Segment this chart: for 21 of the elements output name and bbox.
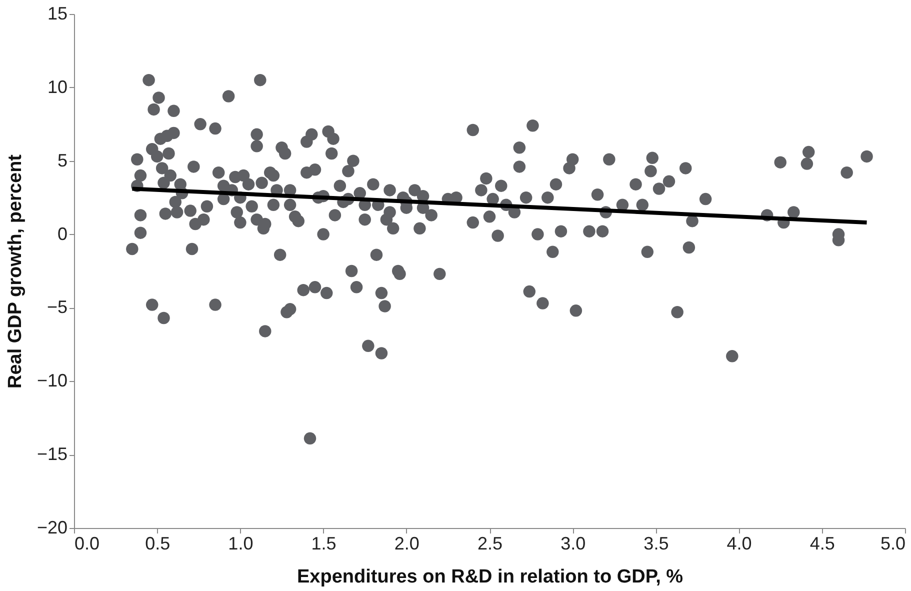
- y-tick-label: −10: [36, 370, 68, 391]
- y-tick-label: −5: [46, 297, 68, 318]
- x-tick-label: 2.5: [477, 534, 503, 554]
- x-tick-label: 5.0: [880, 534, 906, 554]
- y-tick-label: 0: [57, 224, 68, 244]
- y-tick-label: 15: [47, 4, 68, 24]
- x-tick-label: 4.5: [810, 534, 835, 554]
- x-tick-label: 0.5: [145, 534, 170, 554]
- x-tick-label: 1.0: [228, 534, 254, 554]
- x-tick-label: 2.0: [394, 534, 420, 554]
- y-tick-label: −20: [36, 518, 68, 538]
- y-tick-label: 5: [57, 150, 68, 170]
- x-tick-label: 0.0: [74, 534, 100, 554]
- x-tick-label: 3.5: [644, 534, 669, 554]
- x-tick-label: 1.5: [311, 534, 336, 554]
- x-tick-label: 3.0: [560, 534, 586, 554]
- x-axis-title: Expenditures on R&D in relation to GDP, %: [296, 566, 684, 588]
- y-tick-label: 10: [47, 76, 68, 97]
- x-tick-label: 4.0: [726, 534, 752, 554]
- y-axis-title: Real GDP growth, percent: [4, 154, 26, 389]
- y-tick-label: −15: [36, 444, 68, 464]
